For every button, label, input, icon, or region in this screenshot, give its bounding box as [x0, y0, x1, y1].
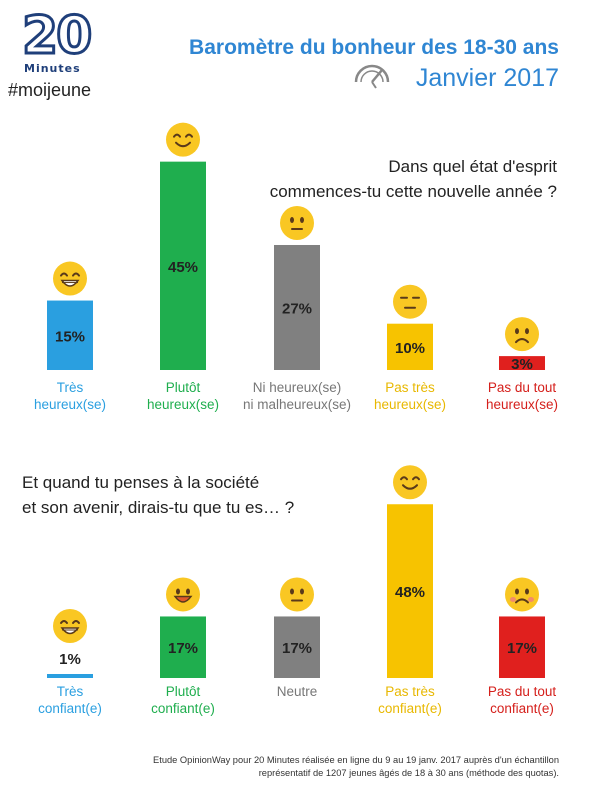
logo-minutes-word: Minutes [24, 62, 81, 75]
chart1-value-label-2: 45% [168, 259, 198, 276]
chart1-value-label-3: 27% [282, 300, 312, 317]
page-date: Janvier 2017 [415, 64, 559, 92]
chart2-category-label-5-line-2: confiant(e) [490, 701, 554, 716]
chart2-value-label-3: 17% [282, 640, 312, 657]
chart1-category-label-3-line-2: ni malheureux(se) [243, 397, 351, 412]
chart1-value-label-5: 3% [511, 356, 533, 373]
chart2-category-label-2-line-1: Plutôt [166, 684, 201, 699]
footnote-line-2: représentatif de 1207 jeunes âgés de 18 … [258, 768, 559, 778]
chart2-value-label-5: 17% [507, 640, 537, 657]
question-1-title: Dans quel état d'esprit commences-tu cet… [270, 154, 557, 204]
chart2-bar-3 [274, 616, 320, 678]
grin-icon [53, 261, 87, 296]
chart1-value-label-1: 15% [55, 328, 85, 345]
chart2-category-label-2-line-2: confiant(e) [151, 701, 215, 716]
chart1-bar-5 [499, 356, 545, 370]
chart1-category-label-4-line-1: Pas très [385, 380, 435, 395]
logo-20-minutes: 20 [20, 6, 93, 66]
chart2-category-label-3-line-1: Neutre [277, 684, 318, 699]
chart2-bar-2 [160, 616, 206, 678]
chart1-bar-1 [47, 300, 93, 370]
question-1-line-2: commences-tu cette nouvelle année ? [269, 182, 557, 201]
chart2-category-label-1-line-2: confiant(e) [38, 701, 102, 716]
chart2-category-label-4-line-2: confiant(e) [378, 701, 442, 716]
chart1-bar-4 [387, 323, 433, 370]
chart1-category-label-5-line-2: heureux(se) [486, 397, 558, 412]
chart1-category-label-1-line-2: heureux(se) [34, 397, 106, 412]
chart2-bar-4 [387, 504, 433, 678]
chart2-category-label-1-line-1: Très [57, 684, 84, 699]
chart2-category-label-5-line-1: Pas du tout [488, 684, 557, 699]
frown-face-icon [505, 317, 539, 352]
neutral-face-icon [280, 577, 314, 612]
unamused-face-icon [393, 284, 427, 319]
chart1-category-label-3-line-1: Ni heureux(se) [253, 380, 342, 395]
chart2-value-label-1: 1% [59, 651, 81, 668]
question-2-line-1: Et quand tu penses à la société [22, 473, 260, 492]
chart1-category-label-5-line-1: Pas du tout [488, 380, 557, 395]
neutral-face-icon [280, 205, 314, 240]
chart1-category-label-4-line-2: heureux(se) [374, 397, 446, 412]
chart1-category-label-2-line-2: heureux(se) [147, 397, 219, 412]
sad-face-icon [505, 577, 539, 612]
question-2-line-2: et son avenir, dirais-tu que tu es… ? [22, 498, 295, 517]
footnote: Etude OpinionWay pour 20 Minutes réalisé… [89, 754, 559, 780]
question-2-title: Et quand tu penses à la société et son a… [22, 470, 294, 520]
gauge-icon [354, 64, 390, 89]
chart1-bar-2 [160, 161, 206, 370]
relieved-face-icon [393, 465, 427, 500]
chart2-value-label-4: 48% [395, 584, 425, 601]
chart2-bar-5 [499, 616, 545, 678]
hashtag-moijeune: #moijeune [8, 80, 92, 100]
chart2-category-label-4-line-1: Pas très [385, 684, 435, 699]
smile-icon [166, 122, 200, 157]
footnote-line-1: Etude OpinionWay pour 20 Minutes réalisé… [153, 755, 559, 765]
grin-icon [53, 609, 87, 643]
chart1-category-label-2-line-1: Plutôt [166, 380, 201, 395]
chart1-value-label-4: 10% [395, 340, 425, 357]
chart2-bar-1 [47, 674, 93, 678]
chart1-bar-3 [274, 244, 320, 370]
happy-face-icon [166, 577, 200, 612]
page-title: Baromètre du bonheur des 18-30 ans [189, 36, 559, 59]
chart1-category-label-1-line-1: Très [57, 380, 84, 395]
question-1-line-1: Dans quel état d'esprit [388, 157, 557, 176]
chart2-value-label-2: 17% [168, 640, 198, 657]
